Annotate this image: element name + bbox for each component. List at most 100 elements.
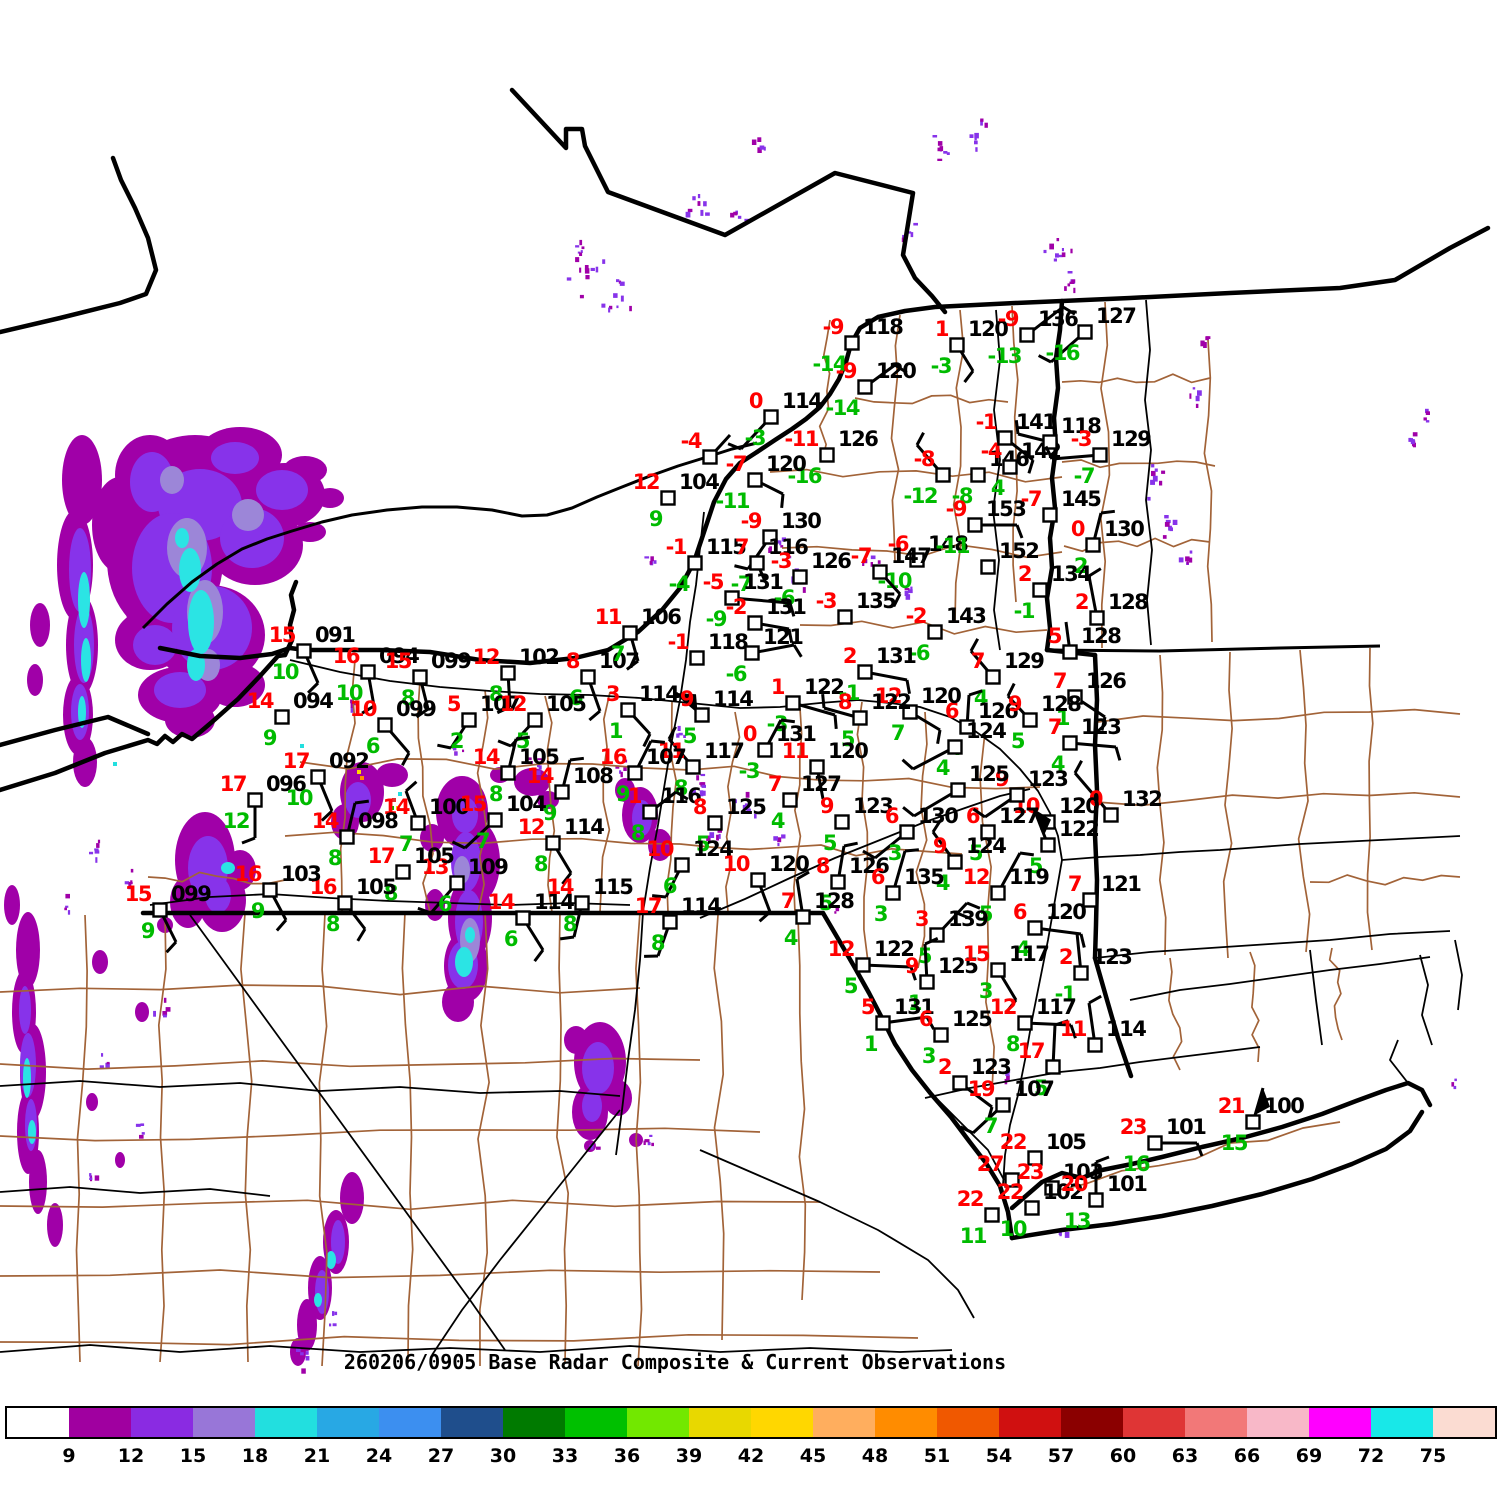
station-plot: 3 1395 xyxy=(915,901,990,968)
station-plot: -7 120 -11 xyxy=(716,452,808,513)
station-pressure: 104 xyxy=(506,792,546,816)
state-border xyxy=(1092,955,1134,1079)
station-plot: 1 120 -3 xyxy=(931,317,1010,383)
station-dewpoint: -6 xyxy=(909,641,930,665)
station-marker xyxy=(262,882,278,898)
station-pressure: 130 xyxy=(918,804,958,828)
wind-barb-tick xyxy=(1015,524,1024,539)
wind-barb-tick xyxy=(909,966,917,981)
radar-speckle xyxy=(1165,519,1171,524)
county-line xyxy=(1366,647,1374,951)
station-pressure: 128 xyxy=(1108,590,1148,614)
station-temperature: 14 xyxy=(547,875,574,899)
station-dewpoint: -7 xyxy=(1074,464,1094,488)
station-temperature: 22 xyxy=(957,1187,983,1211)
wind-barb-tick xyxy=(275,919,288,932)
radar-cell xyxy=(28,1120,36,1144)
radar-speckle xyxy=(1064,286,1067,291)
wind-barb-tick xyxy=(1062,305,1076,316)
station-temperature: 14 xyxy=(527,764,554,788)
wind-barb-tick xyxy=(969,638,980,652)
station-plot: 15 091 10 xyxy=(269,623,357,694)
radar-cell xyxy=(211,442,259,474)
station-dewpoint: 5 xyxy=(1034,1076,1048,1100)
radar-speckle xyxy=(734,211,738,216)
wind-barb-tick xyxy=(401,752,411,766)
station-marker xyxy=(500,665,516,681)
station-pressure: 125 xyxy=(969,762,1009,786)
wind-barb-tick xyxy=(1095,1155,1110,1164)
station-pressure: 109 xyxy=(468,855,508,879)
dbz-color-block xyxy=(193,1408,255,1437)
wind-barb-tick xyxy=(497,739,512,748)
station-marker xyxy=(1002,459,1018,475)
station-dewpoint: 4 xyxy=(771,809,785,833)
radar-cell xyxy=(331,1220,345,1264)
station-dewpoint: 8 xyxy=(1006,1032,1020,1056)
station-pressure: 114 xyxy=(564,815,604,839)
station-marker xyxy=(689,650,705,666)
station-temperature: 8 xyxy=(838,690,852,714)
station-marker xyxy=(1027,1150,1043,1166)
county-line xyxy=(599,691,611,913)
radar-speckle xyxy=(1189,393,1192,399)
radar-speckle xyxy=(527,757,532,761)
station-temperature: -7 xyxy=(726,452,746,476)
station-dewpoint: 11 xyxy=(960,1224,987,1248)
road-line xyxy=(1389,1039,1409,1084)
station-pressure: 099 xyxy=(396,697,436,721)
station-plot: -4 xyxy=(681,429,732,465)
radar-speckle xyxy=(454,751,458,756)
station-pressure: 129 xyxy=(1004,649,1044,673)
station-marker xyxy=(809,759,825,775)
station-dewpoint: 8 xyxy=(401,686,415,710)
station-plot: -9 130 xyxy=(734,509,823,571)
station-temperature: -8 xyxy=(914,447,935,471)
wind-barb-tick xyxy=(437,743,452,750)
station-temperature: 9 xyxy=(680,687,694,711)
station-temperature: 11 xyxy=(595,605,622,629)
wind-barb-tick xyxy=(625,659,639,671)
station-dewpoint: 5 xyxy=(823,831,837,855)
radar-speckle xyxy=(1425,420,1430,423)
station-pressure: 104 xyxy=(679,470,719,494)
wind-barb-tick xyxy=(1088,994,1102,1005)
radar-speckle xyxy=(623,767,627,771)
radar-speckle xyxy=(1195,395,1200,402)
station-plot: 2 123 xyxy=(938,1055,1012,1121)
radar-speckle xyxy=(613,293,618,298)
county-line xyxy=(1097,708,1461,723)
radar-speckle xyxy=(939,146,944,152)
radar-cell xyxy=(115,1152,125,1168)
station-marker xyxy=(782,792,798,808)
station-pressure: 127 xyxy=(999,804,1038,828)
station-dewpoint: 8 xyxy=(489,782,503,806)
wind-barb-tick xyxy=(792,644,803,658)
station-marker xyxy=(487,812,503,828)
radar-speckle xyxy=(530,761,533,765)
dbz-scale-label: 39 xyxy=(675,1445,703,1467)
radar-cell xyxy=(78,696,86,728)
road-line xyxy=(1094,930,1451,959)
radar-speckle xyxy=(305,1355,310,1361)
station-pressure: 107 xyxy=(599,649,638,673)
radar-cell xyxy=(135,1002,149,1022)
radar-speckle xyxy=(980,118,984,122)
station-pressure: 114 xyxy=(713,687,753,711)
station-pressure: 100 xyxy=(429,795,469,819)
wind-barb-pennant xyxy=(1255,1088,1270,1115)
wind-barb-tick xyxy=(417,906,432,915)
radar-speckle xyxy=(716,834,719,841)
station-temperature: 2 xyxy=(843,644,856,668)
wind-barb-tick xyxy=(931,819,942,833)
station-temperature: 17 xyxy=(283,749,309,773)
wind-barb-tick xyxy=(1100,716,1107,731)
station-marker xyxy=(310,769,326,785)
radar-speckle xyxy=(584,265,589,270)
station-plot: -1 141 xyxy=(976,410,1058,474)
radar-cell xyxy=(564,1026,588,1054)
station-plot: 12 104 9 xyxy=(633,470,721,531)
station-temperature: 3 xyxy=(606,682,619,706)
station-plot: 9 124 4 xyxy=(931,819,1008,895)
wind-barb-tick xyxy=(1069,1024,1077,1039)
